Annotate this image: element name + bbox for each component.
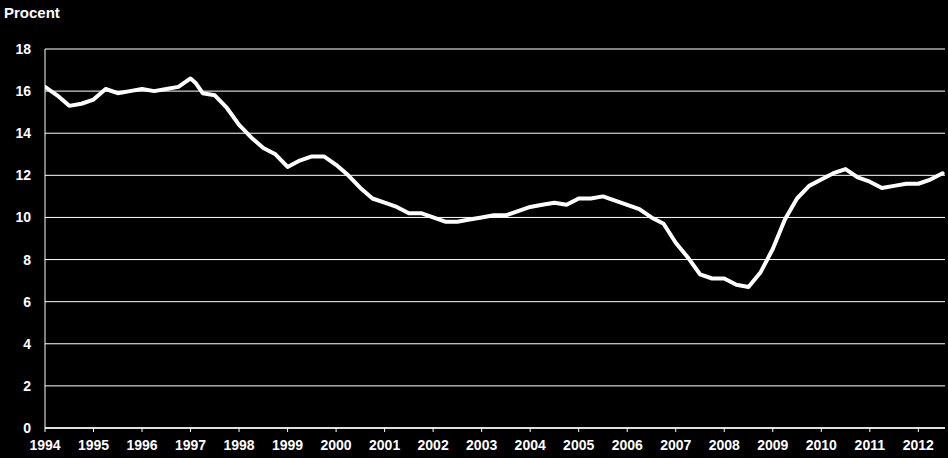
x-tick: [93, 428, 94, 432]
x-tick-label: 1999: [272, 437, 303, 453]
chart: 0 2 4 6 8 10 12 14 16 18 1994 1995 1996 1997 1998 1999 2…: [0, 0, 948, 458]
x-tick: [627, 428, 628, 432]
grid-line: [45, 385, 945, 386]
x-tick: [45, 428, 46, 432]
y-tick-label: 6: [23, 294, 31, 310]
y-tick-label: 2: [23, 378, 31, 394]
grid-line: [45, 428, 945, 429]
x-tick-label: 2000: [321, 437, 352, 453]
y-tick-label: 16: [15, 83, 31, 99]
x-tick-label: 2004: [515, 437, 546, 453]
x-tick-label: 2012: [903, 437, 934, 453]
x-tick: [481, 428, 482, 432]
x-tick-label: 2003: [466, 437, 497, 453]
y-tick-label: 10: [15, 209, 31, 225]
x-tick-label: 2007: [660, 437, 691, 453]
x-tick: [239, 428, 240, 432]
grid-line: [45, 133, 945, 134]
background: [0, 0, 948, 458]
x-tick-label: 1995: [78, 437, 109, 453]
y-tick-label: 18: [15, 41, 31, 57]
y-axis-label: Procent: [4, 4, 60, 21]
y-tick-label: 0: [23, 420, 31, 436]
y-tick-label: 12: [15, 167, 31, 183]
y-tick-label: 8: [23, 252, 31, 268]
x-tick-label: 2005: [563, 437, 594, 453]
x-axis: [45, 427, 945, 429]
x-tick: [578, 428, 579, 432]
x-tick-label: 2001: [369, 437, 400, 453]
x-tick: [772, 428, 773, 432]
grid-line: [45, 259, 945, 260]
x-tick-label: 2009: [757, 437, 788, 453]
grid-line: [45, 175, 945, 176]
x-tick-label: 1998: [223, 437, 254, 453]
x-tick: [918, 428, 919, 432]
x-tick: [869, 428, 870, 432]
x-tick-label: 1997: [175, 437, 206, 453]
x-tick: [821, 428, 822, 432]
x-tick-label: 2002: [418, 437, 449, 453]
x-tick-label: 1994: [29, 437, 60, 453]
x-tick: [675, 428, 676, 432]
grid-line: [45, 301, 945, 302]
data-line: [45, 78, 943, 286]
x-tick: [724, 428, 725, 432]
x-tick: [384, 428, 385, 432]
x-tick: [142, 428, 143, 432]
x-tick: [433, 428, 434, 432]
y-tick-label: 14: [15, 125, 31, 141]
grid-line: [45, 343, 945, 344]
y-axis: [45, 49, 46, 428]
plot-area: [45, 78, 943, 286]
x-tick-label: 2006: [612, 437, 643, 453]
x-tick: [190, 428, 191, 432]
x-tick-label: 1996: [126, 437, 157, 453]
x-tick: [287, 428, 288, 432]
y-tick-label: 4: [23, 336, 31, 352]
x-tick: [530, 428, 531, 432]
grid-line: [45, 49, 945, 50]
grid-line: [45, 91, 945, 92]
x-tick-label: 2011: [855, 437, 886, 453]
x-tick-label: 2008: [709, 437, 740, 453]
x-tick-label: 2010: [806, 437, 837, 453]
x-tick: [336, 428, 337, 432]
